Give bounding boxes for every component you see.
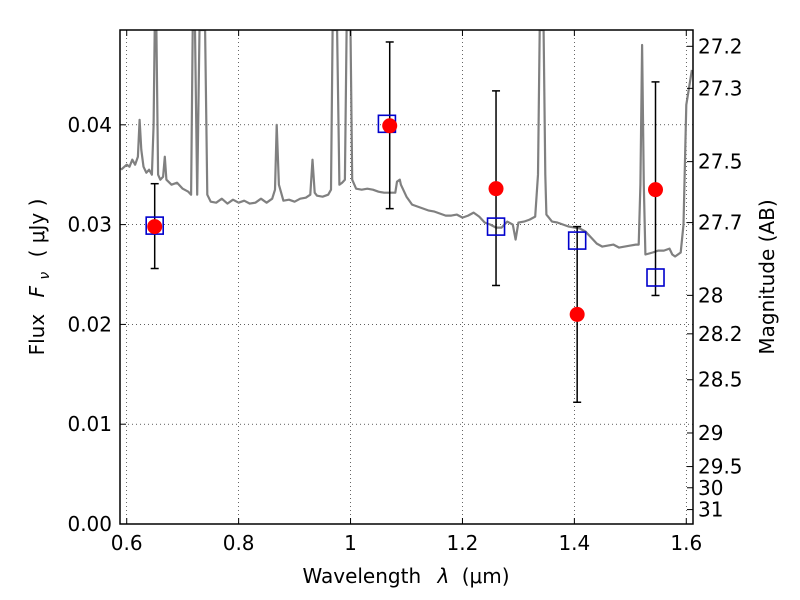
plot-frame — [119, 29, 694, 525]
magnitude-tick-label: 30 — [698, 476, 723, 500]
x-tick-label: 1.6 — [670, 531, 702, 555]
observed-points — [147, 118, 664, 322]
y-axis-label: Flux F ν ( μJy ) — [25, 199, 54, 356]
observed-point — [569, 306, 585, 322]
magnitude-tick-label: 28.5 — [698, 368, 743, 392]
magnitude-tick-label: 27.5 — [698, 150, 743, 174]
y-axis-label-symbol: F — [25, 285, 49, 297]
magnitude-tick-label: 27.2 — [698, 34, 743, 58]
observed-point — [147, 219, 163, 235]
model-spectrum-line — [120, 30, 693, 258]
magnitude-tick-label: 28 — [698, 283, 723, 307]
observed-point — [648, 182, 664, 198]
x-tick-label: 1.4 — [558, 531, 590, 555]
y-tick-label: 0.03 — [67, 213, 112, 237]
y-tick-label: 0.01 — [67, 412, 112, 436]
error-bars — [150, 41, 660, 403]
magnitude-tick-label: 31 — [698, 498, 723, 522]
y-tick-label: 0.02 — [67, 312, 112, 336]
model-point-square — [567, 231, 587, 250]
model-point-square — [646, 268, 665, 287]
magnitude-tick-label: 27.7 — [698, 211, 743, 235]
magnitude-tick-label: 29 — [698, 421, 723, 445]
y-axis-label-text: Flux — [25, 314, 49, 356]
x-tick-label: 1 — [344, 531, 357, 555]
model-spectrum — [120, 30, 693, 258]
observed-point — [488, 181, 504, 197]
magnitude-tick-label: 27.3 — [698, 76, 743, 100]
y-tick-label: 0.00 — [67, 512, 112, 536]
x-axis-label-symbol: λ — [437, 564, 450, 588]
y-tick-label: 0.04 — [67, 113, 112, 137]
axis-ticks: 0.6 0.8 1 1.2 1.4 1.6 0.00 0.01 0.02 0.03 0.04 27.2… — [67, 30, 743, 555]
y-axis-label-sub: ν — [37, 272, 53, 280]
magnitude-tick-label: 29.5 — [698, 455, 743, 479]
model-point-square — [145, 216, 164, 235]
observed-point — [382, 118, 398, 134]
x-axis-label-unit: (μm) — [462, 564, 510, 588]
magnitude-tick-label: 28.2 — [698, 322, 743, 346]
x-axis-label-text: Wavelength — [302, 564, 421, 588]
y-axis-label-unit: ( μJy ) — [25, 199, 49, 258]
model-point-square — [486, 217, 506, 236]
x-axis-label: Wavelength λ (μm) — [302, 564, 509, 588]
x-tick-label: 0.6 — [111, 531, 143, 555]
x-tick-label: 0.8 — [223, 531, 255, 555]
y2-axis-label: Magnitude (AB) — [755, 199, 779, 354]
x-tick-label: 1.2 — [447, 531, 479, 555]
